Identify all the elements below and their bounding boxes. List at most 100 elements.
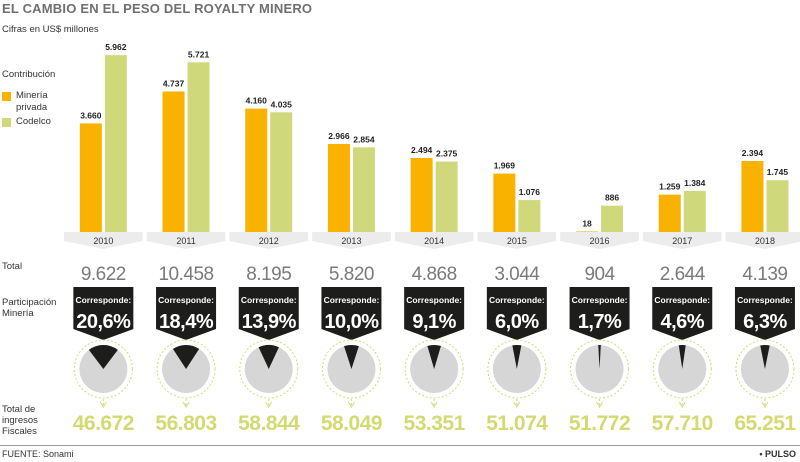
corresponde-label-2018: Corresponde: xyxy=(737,295,793,305)
pie-ring-2015 xyxy=(487,339,547,399)
corresponde-label-2012: Corresponde: xyxy=(241,295,297,305)
corresponde-label-2017: Corresponde: xyxy=(654,295,710,305)
ingresos-value-2018: 65.251 xyxy=(734,412,796,435)
bar-codelco-2011 xyxy=(187,62,210,232)
year-label-2012: 2012 xyxy=(259,236,279,246)
value-label-privada-2016: 18 xyxy=(582,218,592,228)
pie-slice-2016 xyxy=(598,344,601,369)
year-band-2013 xyxy=(312,232,391,249)
ingresos-value-2015: 51.074 xyxy=(486,412,548,435)
year-label-2010: 2010 xyxy=(93,236,113,246)
arrow-down-icon-2014 xyxy=(430,401,438,408)
participacion-value-2015: 6,0% xyxy=(495,311,539,333)
legend-label-privada: Minería privada xyxy=(16,90,48,113)
bar-codelco-2012 xyxy=(270,112,293,232)
bar-privada-2012 xyxy=(245,108,268,232)
corresponde-label-2016: Corresponde: xyxy=(572,295,628,305)
bar-codelco-2013 xyxy=(352,147,375,232)
participacion-value-2013: 10,0% xyxy=(324,311,379,333)
participacion-value-2010: 20,6% xyxy=(76,311,131,333)
participacion-tag-2011 xyxy=(156,287,217,340)
ingresos-label: Total de ingresos Fiscales xyxy=(2,404,38,437)
pie-slice-2015 xyxy=(512,345,522,369)
year-label-2015: 2015 xyxy=(507,236,527,246)
arrow-down-icon-2011 xyxy=(182,401,190,408)
bar-privada-2013 xyxy=(327,144,350,232)
value-label-privada-2013: 2.966 xyxy=(328,131,350,141)
chart-subtitle: Cifras en US$ millones xyxy=(2,24,99,35)
pie-ring-2010 xyxy=(73,339,133,399)
year-label-2016: 2016 xyxy=(590,236,610,246)
value-label-privada-2012: 4.160 xyxy=(246,96,268,106)
year-band-2014 xyxy=(394,232,474,249)
legend-swatch-privada xyxy=(2,92,11,101)
total-value-2017: 2.644 xyxy=(660,264,706,285)
participacion-tag-2012 xyxy=(238,287,299,340)
pie-ring-2016 xyxy=(570,339,630,399)
participacion-tag-2017 xyxy=(652,287,713,340)
value-label-codelco-2015: 1.076 xyxy=(519,187,541,197)
total-value-2011: 10.458 xyxy=(158,264,213,285)
participacion-tag-2010 xyxy=(73,287,134,340)
participacion-tag-2018 xyxy=(734,287,795,340)
corresponde-label-2015: Corresponde: xyxy=(489,295,545,305)
bar-codelco-2015 xyxy=(518,200,541,232)
value-label-codelco-2018: 1.745 xyxy=(767,167,789,177)
pie-slice-2013 xyxy=(344,344,359,369)
participacion-tag-2014 xyxy=(404,287,465,340)
total-value-2013: 5.820 xyxy=(329,264,374,285)
participacion-value-2016: 1,7% xyxy=(578,311,622,333)
pie-ring-2014 xyxy=(404,339,464,399)
value-label-privada-2011: 4.737 xyxy=(163,78,185,88)
corresponde-label-2013: Corresponde: xyxy=(324,295,380,305)
participacion-value-2012: 13,9% xyxy=(242,311,297,333)
year-band-2015 xyxy=(477,232,557,249)
value-label-privada-2018: 2.394 xyxy=(742,148,764,158)
participacion-value-2018: 6,3% xyxy=(743,311,787,333)
ingresos-value-2013: 58.049 xyxy=(321,412,382,435)
year-band-2011 xyxy=(146,232,226,249)
value-label-codelco-2014: 2.375 xyxy=(436,149,458,159)
bar-privada-2018 xyxy=(741,160,764,232)
brand-label: • PULSO xyxy=(759,449,796,459)
pie-slice-2014 xyxy=(427,344,441,369)
bar-codelco-2014 xyxy=(435,161,458,232)
year-band-2018 xyxy=(725,232,800,249)
royalty-chart: 3.660 5.962 2010 9.622 Corresponde: 20,6% 46.6… xyxy=(64,42,800,435)
year-band-2017 xyxy=(642,232,722,249)
value-label-codelco-2010: 5.962 xyxy=(105,42,127,52)
ingresos-value-2017: 57.710 xyxy=(652,412,713,435)
contribucion-label: Contribución xyxy=(2,69,56,80)
year-band-2016 xyxy=(560,232,639,249)
corresponde-label-2010: Corresponde: xyxy=(75,295,131,305)
year-label-2013: 2013 xyxy=(341,236,361,246)
value-label-codelco-2017: 1.384 xyxy=(684,178,706,188)
total-value-2016: 904 xyxy=(584,264,615,285)
participacion-tag-2015 xyxy=(486,287,547,340)
participacion-value-2011: 18,4% xyxy=(159,311,214,333)
bar-privada-2010 xyxy=(79,123,102,232)
corresponde-label-2014: Corresponde: xyxy=(406,295,462,305)
bar-privada-2011 xyxy=(162,91,185,233)
bar-codelco-2018 xyxy=(766,180,789,232)
arrow-down-icon-2018 xyxy=(761,401,769,408)
bar-privada-2016 xyxy=(576,231,599,233)
arrow-down-icon-2013 xyxy=(348,401,355,408)
pie-slice-2011 xyxy=(172,345,200,369)
arrow-down-icon-2016 xyxy=(596,401,603,408)
arrow-down-icon-2015 xyxy=(513,401,521,408)
participacion-tag-2016 xyxy=(569,287,630,340)
value-label-privada-2014: 2.494 xyxy=(411,145,433,155)
ingresos-value-2014: 53.351 xyxy=(404,412,466,435)
total-value-2014: 4.868 xyxy=(412,264,457,285)
year-band-2012 xyxy=(229,232,309,249)
pie-slice-2012 xyxy=(258,344,279,369)
legend-swatch-codelco xyxy=(2,118,11,127)
ingresos-value-2011: 56.803 xyxy=(155,412,216,435)
value-label-privada-2010: 3.660 xyxy=(80,110,102,120)
pie-ring-2017 xyxy=(652,339,712,399)
year-band-2010 xyxy=(64,232,143,249)
corresponde-label-2011: Corresponde: xyxy=(158,295,214,305)
arrow-down-icon-2017 xyxy=(678,401,686,408)
pie-slice-2017 xyxy=(678,344,686,369)
